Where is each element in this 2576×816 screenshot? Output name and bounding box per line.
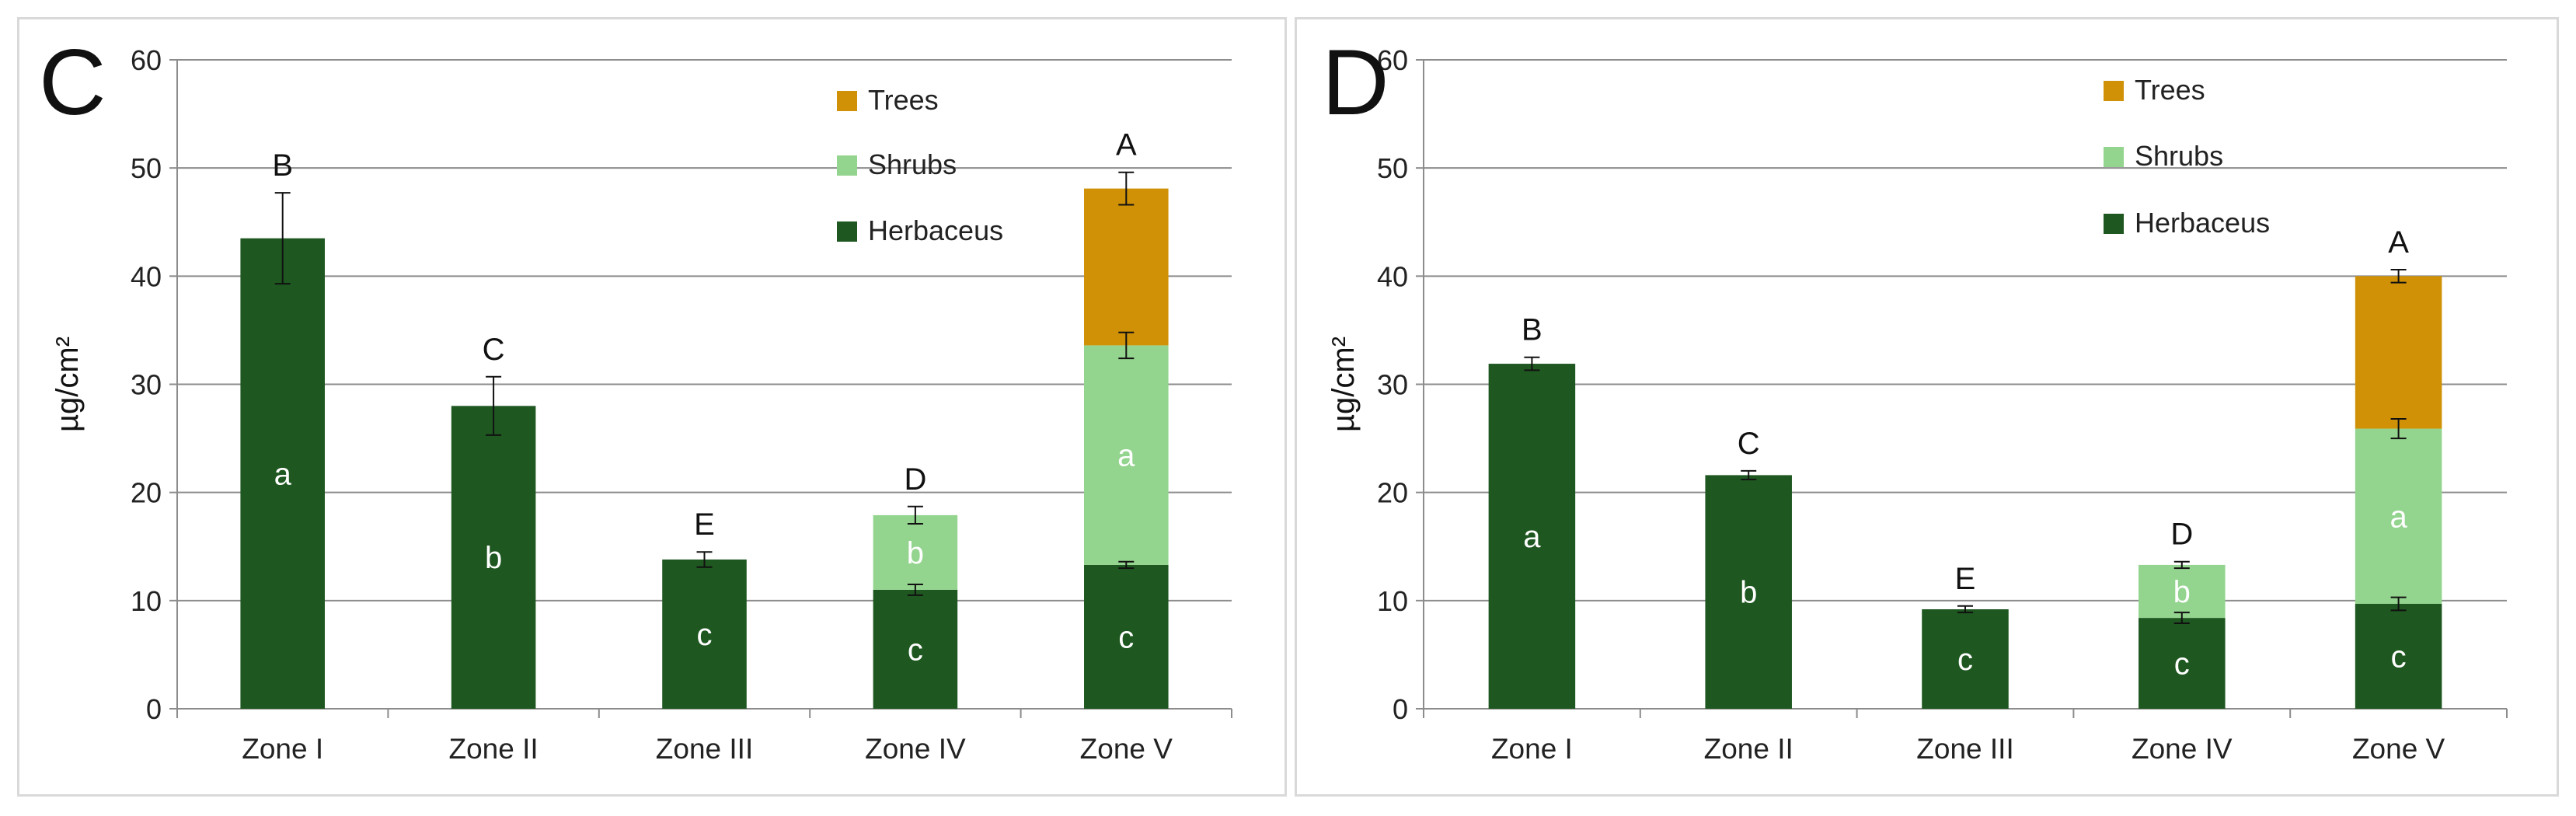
d-bar-herbaceus-4 (2355, 604, 2442, 709)
c-group-letter: D (904, 462, 926, 497)
c-segment-letter: a (1117, 439, 1135, 473)
d-bar-trees-4 (2355, 276, 2442, 429)
d-x-tick-label: Zone III (1916, 733, 2013, 765)
c-legend-label-herbaceus: Herbaceus (868, 214, 1003, 246)
d-y-tick-label: 10 (1377, 585, 1408, 617)
c-x-tick-label: Zone V (1080, 733, 1173, 765)
c-bar-herbaceus-0 (240, 238, 325, 709)
chart-d-svg: 0 10 20 30 40 50 60 a B Zone I b C Zone II c E Zone III… (1322, 30, 2508, 765)
c-group-letter: A (1116, 128, 1137, 162)
d-y-tick-label: 0 (1393, 693, 1408, 725)
d-segment-letter: a (1523, 520, 1541, 554)
c-segment-letter: b (907, 536, 924, 570)
d-bar-shrubs-3 (2139, 564, 2226, 619)
d-group-letter: A (2388, 225, 2409, 260)
d-legend-label-shrubs: Shrubs (2135, 140, 2223, 172)
c-legend-label-trees: Trees (868, 84, 939, 116)
d-segment-letter: c (2391, 640, 2407, 675)
c-y-tick-label: 20 (131, 477, 162, 509)
c-legend-swatch-herbaceus (837, 221, 857, 242)
chart-c-svg: 0 10 20 30 40 50 60 a B Zone I b C Zone II c E Zone III… (39, 30, 1232, 765)
d-x-tick-label: Zone V (2352, 733, 2445, 765)
c-legend-swatch-trees (837, 91, 857, 111)
c-segment-letter: c (697, 618, 713, 652)
d-group-letter: E (1955, 562, 1976, 596)
d-segment-letter: c (2174, 647, 2190, 682)
d-x-tick-label: Zone IV (2132, 733, 2233, 765)
c-segment-letter: c (1118, 620, 1134, 654)
c-y-axis-title: µg/cm² (51, 337, 85, 432)
d-segment-letter: b (1740, 576, 1757, 610)
c-bar-herbaceus-1 (451, 406, 536, 709)
d-segment-letter: c (1957, 643, 1973, 677)
d-legend-swatch-trees (2104, 81, 2124, 101)
d-legend-swatch-shrubs (2104, 147, 2124, 167)
c-group-letter: C (483, 333, 505, 367)
d-y-tick-label: 60 (1377, 44, 1408, 76)
d-y-tick-label: 20 (1377, 477, 1408, 509)
c-panel-label: C (39, 30, 106, 134)
c-bar-herbaceus-4 (1084, 564, 1169, 709)
d-segment-letter: a (2390, 500, 2407, 534)
c-x-tick-label: Zone III (656, 733, 753, 765)
c-segment-letter: b (485, 541, 502, 575)
c-y-tick-label: 50 (131, 152, 162, 184)
c-y-tick-label: 30 (131, 369, 162, 401)
c-legend-swatch-shrubs (837, 155, 857, 176)
d-y-tick-label: 40 (1377, 260, 1408, 292)
d-y-tick-label: 30 (1377, 369, 1408, 401)
d-bar-herbaceus-0 (1488, 364, 1576, 709)
d-legend-swatch-herbaceus (2104, 214, 2124, 234)
d-group-letter: B (1522, 313, 1542, 347)
d-bar-herbaceus-3 (2139, 618, 2226, 709)
c-legend-label-shrubs: Shrubs (868, 148, 957, 180)
d-legend-label-herbaceus: Herbaceus (2135, 207, 2270, 239)
d-y-tick-label: 50 (1377, 152, 1408, 184)
d-x-tick-label: Zone II (1704, 733, 1793, 765)
d-bar-herbaceus-2 (1922, 609, 2009, 709)
c-y-tick-label: 40 (131, 260, 162, 292)
c-group-letter: B (272, 148, 293, 183)
c-y-tick-label: 10 (131, 585, 162, 617)
d-x-tick-label: Zone I (1491, 733, 1573, 765)
c-bar-herbaceus-2 (662, 559, 747, 709)
c-bar-trees-4 (1084, 188, 1169, 346)
chart-panel-d: 0 10 20 30 40 50 60 a B Zone I b C Zone II c E Zone III… (1295, 17, 2559, 797)
c-bar-shrubs-4 (1084, 345, 1169, 565)
c-group-letter: E (694, 507, 715, 542)
d-legend-label-trees: Trees (2135, 74, 2205, 106)
d-panel-label: D (1322, 30, 1389, 134)
c-y-tick-label: 0 (146, 693, 162, 725)
c-x-tick-label: Zone I (242, 733, 323, 765)
d-bar-herbaceus-1 (1705, 475, 1792, 709)
c-y-tick-label: 60 (131, 44, 162, 76)
c-bar-shrubs-3 (873, 514, 958, 590)
c-segment-letter: c (908, 633, 923, 667)
d-y-axis-title: µg/cm² (1326, 337, 1361, 432)
c-x-tick-label: Zone II (449, 733, 539, 765)
c-segment-letter: a (274, 457, 292, 491)
d-segment-letter: b (2173, 575, 2191, 609)
c-bar-herbaceus-3 (873, 589, 958, 709)
d-bar-shrubs-4 (2355, 428, 2442, 605)
d-group-letter: C (1738, 427, 1760, 461)
c-x-tick-label: Zone IV (865, 733, 966, 765)
d-group-letter: D (2170, 518, 2193, 552)
chart-panel-c: 0 10 20 30 40 50 60 a B Zone I b C Zone II c E Zone III… (17, 17, 1287, 797)
